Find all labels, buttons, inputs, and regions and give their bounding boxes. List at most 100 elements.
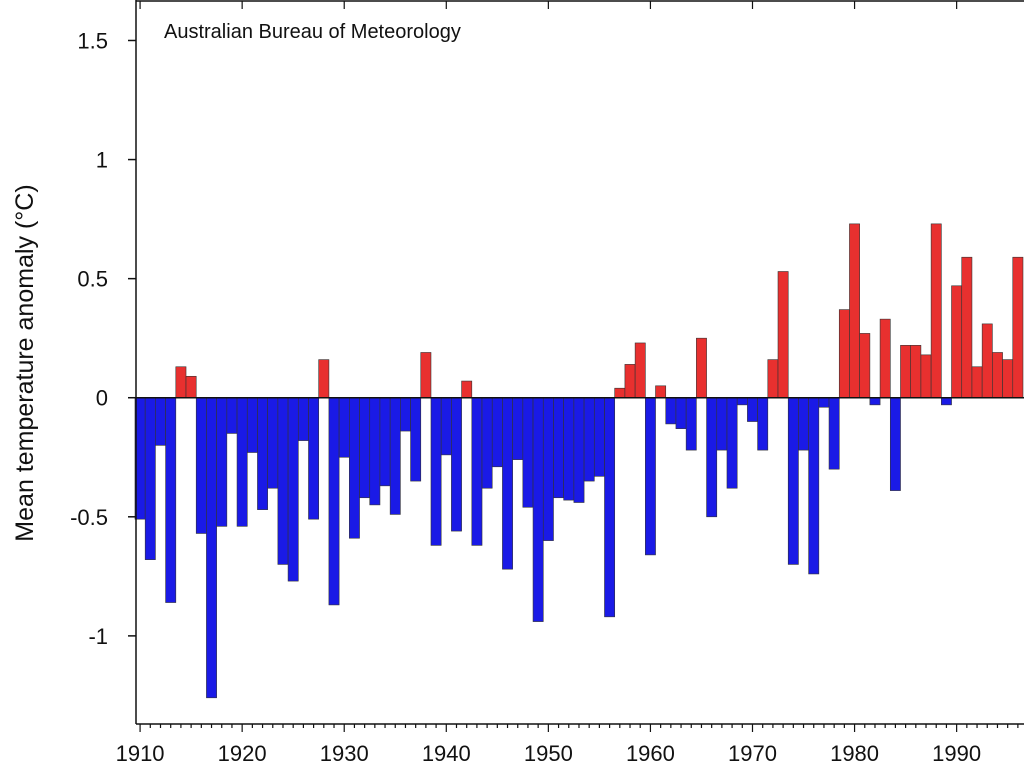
x-tick-label: 1970	[728, 741, 777, 766]
bar-1913	[165, 397, 177, 603]
bar-1990	[951, 285, 963, 399]
bar-1958	[624, 364, 636, 399]
bar-1980	[849, 223, 860, 399]
bar-1993	[981, 323, 993, 399]
x-tick-label: 1950	[524, 741, 573, 766]
bar-1986	[910, 345, 922, 399]
bar-1978	[828, 397, 840, 470]
bar-1959	[634, 342, 646, 399]
x-tick-label: 1940	[422, 741, 471, 766]
x-tick-label: 1910	[116, 741, 165, 766]
bar-1932	[359, 397, 371, 499]
bar-1921	[246, 397, 258, 453]
y-ticks-group: 1.5 1 0.5 0 -0.5 -1	[70, 28, 136, 649]
bar-1962	[665, 397, 677, 425]
bar-1991	[961, 256, 973, 399]
bar-1926	[297, 397, 309, 441]
bar-1966	[706, 397, 718, 518]
bar-1947	[512, 397, 524, 460]
bar-1996	[1012, 256, 1024, 399]
bar-1957	[614, 387, 626, 399]
bar-1995	[1002, 359, 1014, 399]
bar-1973	[777, 271, 789, 399]
bar-1941	[451, 397, 462, 532]
y-tick-label: 1	[96, 148, 108, 173]
x-tick-label: 1960	[626, 741, 675, 766]
bar-1955	[593, 397, 605, 477]
bar-1960	[645, 397, 656, 556]
bar-1964	[685, 397, 697, 451]
bar-1928	[318, 359, 330, 399]
bar-1942	[461, 380, 473, 399]
x-ticks-group: 1910 1920 1930 1940 1950 1960 1970 1980 1990	[116, 1, 1019, 766]
bar-1982	[869, 397, 881, 406]
y-tick-label: 1.5	[77, 28, 108, 53]
bar-1970	[747, 397, 758, 422]
x-tick-label: 1980	[830, 741, 879, 766]
bar-1956	[604, 397, 616, 618]
bar-1923	[267, 397, 279, 489]
bar-1938	[420, 352, 432, 399]
bar-1992	[971, 366, 983, 399]
bar-1935	[389, 397, 401, 515]
bar-1946	[502, 397, 513, 570]
bars-group	[134, 223, 1024, 699]
bar-1934	[379, 397, 391, 487]
bar-1963	[675, 397, 687, 429]
bar-1912	[155, 397, 166, 446]
bar-1950	[542, 397, 554, 541]
y-tick-label: -1	[88, 624, 108, 649]
bar-1948	[522, 397, 534, 508]
bar-1943	[471, 397, 483, 546]
bar-1994	[992, 352, 1003, 399]
bar-1916	[195, 397, 207, 534]
bar-1977	[818, 397, 830, 408]
bar-1937	[410, 397, 422, 482]
y-tick-label: 0.5	[77, 267, 108, 292]
bar-1924	[277, 397, 289, 565]
bar-1975	[798, 397, 809, 451]
bar-1927	[308, 397, 320, 520]
bar-1952	[563, 397, 575, 501]
y-tick-label: -0.5	[70, 505, 108, 530]
x-tick-label: 1990	[932, 741, 981, 766]
bar-1936	[400, 397, 411, 432]
x-tick-label: 1920	[218, 741, 267, 766]
bar-1930	[338, 397, 350, 458]
bar-1979	[838, 309, 850, 399]
bar-1925	[287, 397, 299, 582]
bar-1987	[920, 354, 932, 399]
bar-1922	[257, 397, 268, 510]
bar-1911	[144, 397, 156, 560]
bar-1940	[440, 397, 452, 456]
bar-1972	[767, 359, 779, 399]
bar-1989	[941, 397, 952, 406]
bar-1920	[236, 397, 248, 527]
plot-background	[136, 0, 1024, 724]
bar-1965	[696, 337, 707, 399]
x-tick-label: 1930	[320, 741, 369, 766]
bar-1944	[481, 397, 493, 489]
bar-1988	[930, 223, 942, 399]
bar-1933	[369, 397, 381, 506]
bar-1954	[583, 397, 595, 482]
bar-1974	[787, 397, 799, 565]
bar-1984	[889, 397, 901, 491]
chart-annotation: Australian Bureau of Meteorology	[164, 21, 461, 43]
bar-1985	[900, 345, 912, 399]
bar-1919	[226, 397, 238, 434]
y-tick-label: 0	[96, 386, 108, 411]
bar-1931	[349, 397, 360, 539]
bar-1945	[491, 397, 503, 468]
bar-1949	[532, 397, 544, 622]
bar-1971	[757, 397, 769, 451]
bar-1914	[175, 366, 187, 399]
bar-1951	[553, 397, 564, 499]
bar-1917	[206, 397, 217, 699]
bar-1983	[879, 318, 891, 399]
bar-1961	[655, 385, 667, 399]
bar-1939	[430, 397, 442, 546]
bar-1969	[736, 397, 748, 406]
